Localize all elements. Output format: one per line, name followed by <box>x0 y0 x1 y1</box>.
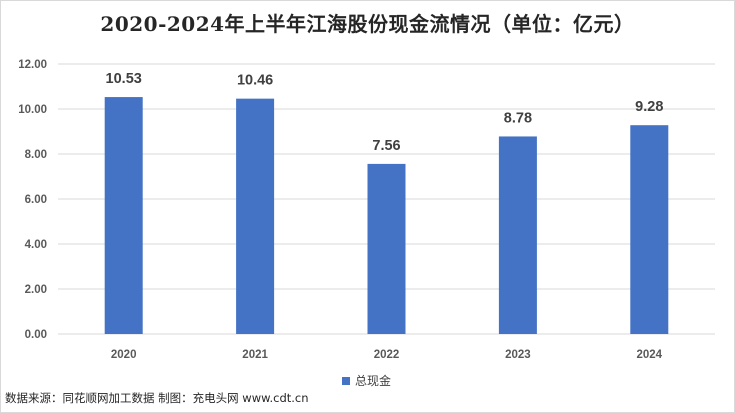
y-tick-label: 6.00 <box>25 194 47 206</box>
chart-title: 2020-2024年上半年江海股份现金流情况（单位：亿元） <box>100 12 635 36</box>
bar <box>236 98 275 335</box>
bar <box>630 125 669 334</box>
source-note: 数据来源：同花顺网加工数据 制图：充电头网 www.cdt.cn <box>5 391 309 405</box>
legend-label: 总现金 <box>355 374 392 388</box>
x-tick-label: 2024 <box>637 349 663 361</box>
legend-swatch <box>342 376 350 385</box>
data-label: 9.28 <box>635 99 663 115</box>
y-tick-label: 12.00 <box>18 59 47 71</box>
y-tick-label: 0.00 <box>25 329 47 341</box>
x-tick-label: 2022 <box>374 349 400 361</box>
x-tick-label: 2021 <box>242 349 268 361</box>
y-tick-label: 8.00 <box>25 149 47 161</box>
bar <box>104 97 143 334</box>
y-tick-label: 2.00 <box>25 284 47 296</box>
bar <box>367 163 406 334</box>
y-tick-label: 4.00 <box>25 239 47 251</box>
data-label: 10.53 <box>106 71 142 87</box>
data-label: 10.46 <box>237 73 273 89</box>
data-label: 7.56 <box>372 138 400 154</box>
bar <box>498 136 537 334</box>
x-tick-label: 2023 <box>505 349 531 361</box>
legend: 总现金 <box>342 372 391 389</box>
y-tick-label: 10.00 <box>18 104 47 116</box>
x-tick-label: 2020 <box>111 349 137 361</box>
data-label: 8.78 <box>504 110 532 126</box>
